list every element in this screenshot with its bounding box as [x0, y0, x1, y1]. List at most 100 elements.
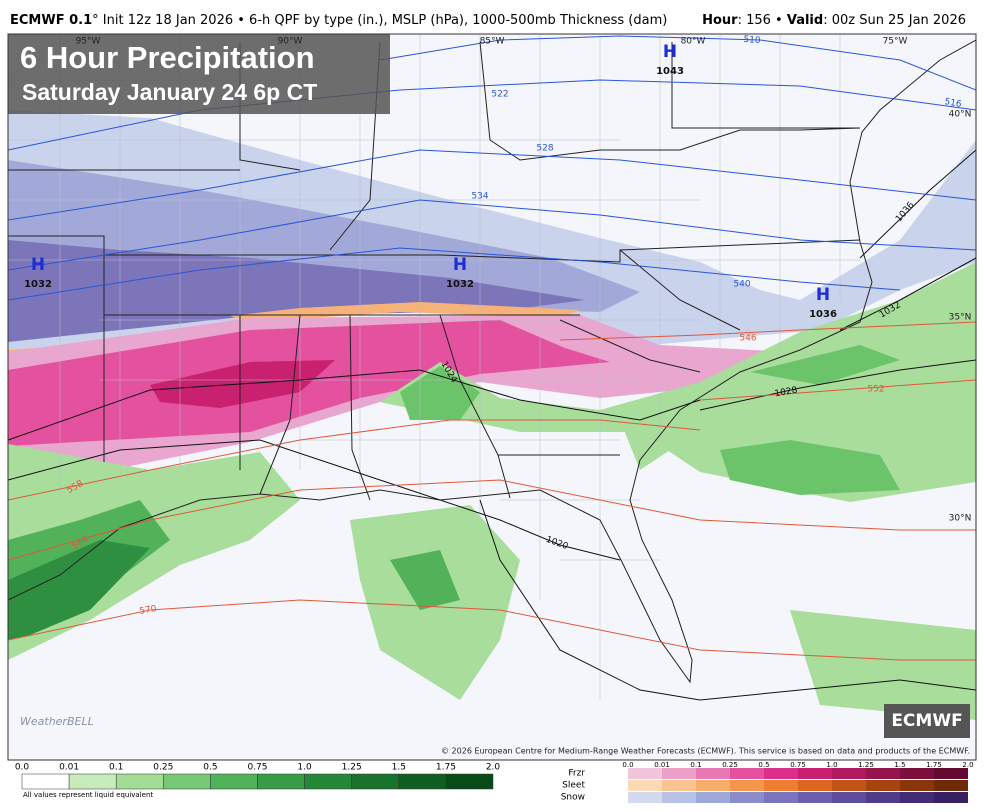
- hour-value: : 156 •: [738, 13, 787, 28]
- thickness-label: 570: [139, 604, 158, 617]
- rain-tick-label: 1.5: [392, 763, 406, 773]
- rain-swatch: [257, 773, 305, 790]
- ptype-swatch: [730, 792, 764, 803]
- weatherbell-logo: WeatherBELL: [20, 715, 94, 728]
- ptype-swatch: [866, 792, 900, 803]
- rain-tick-label: 0.0: [15, 763, 30, 773]
- rain-swatch: [445, 773, 494, 790]
- header-left: ECMWF 0.1° Init 12z 18 Jan 2026 • 6-h QP…: [10, 13, 667, 28]
- legend-note: All values represent liquid equivalent: [23, 791, 153, 799]
- ptype-swatch: [934, 768, 968, 779]
- latitude-label: 30°N: [949, 514, 972, 524]
- sleet: [8, 302, 580, 360]
- coastline: [8, 39, 976, 684]
- rain-tick-label: 0.01: [59, 763, 79, 773]
- mixed-tick-label: 0.25: [722, 761, 738, 769]
- thickness-label: 510: [743, 35, 761, 46]
- ptype-swatch: [798, 780, 832, 791]
- rain-tick-label: 2.0: [486, 763, 501, 773]
- rain-swatch: [163, 773, 211, 790]
- ecmwf-logo-box: [884, 704, 970, 738]
- rain-tick-label: 0.75: [247, 763, 267, 773]
- ptype-swatch: [900, 768, 934, 779]
- mixed-tick-label: 1.0: [826, 761, 837, 769]
- rain-tick-label: 0.5: [203, 763, 217, 773]
- thickness-label: 528: [536, 144, 553, 154]
- run-info: ° Init 12z 18 Jan 2026 • 6-h QPF by type…: [92, 13, 667, 28]
- title-box: [8, 34, 390, 114]
- ecmwf-logo: ECMWF: [891, 711, 962, 731]
- valid-value: : 00z Sun 25 Jan 2026: [823, 13, 966, 28]
- mixed-tick-label: 0.75: [790, 761, 806, 769]
- ptype-label: Snow: [561, 793, 585, 803]
- ptype-swatch: [662, 792, 696, 803]
- ptype-label: Sleet: [562, 781, 585, 791]
- header-right: Hour: 156 • Valid: 00z Sun 25 Jan 2026: [702, 13, 966, 28]
- ptype-swatch: [832, 792, 866, 803]
- longitude-label: 75°W: [883, 37, 908, 47]
- mixed-tick-label: 1.75: [926, 761, 942, 769]
- ptype-swatch: [764, 792, 798, 803]
- ptype-swatch: [696, 792, 730, 803]
- ptype-swatch: [696, 780, 730, 791]
- high-symbol: H: [453, 255, 467, 275]
- ptype-swatch: [662, 768, 696, 779]
- state-borders: [8, 41, 861, 501]
- ptype-swatch: [934, 780, 968, 791]
- map-area: 6 Hour Precipitation Saturday January 24…: [8, 34, 976, 760]
- rain-swatch: [304, 773, 352, 790]
- map-frame: [7, 33, 977, 761]
- ptype-swatch: [628, 792, 662, 803]
- mixed-tick-label: 1.5: [894, 761, 905, 769]
- map-title: 6 Hour Precipitation: [20, 40, 315, 75]
- high-symbol: H: [31, 255, 45, 275]
- mixed-tick-label: 0.0: [622, 761, 633, 769]
- isobars: [8, 149, 976, 701]
- latitude-label: 35°N: [949, 313, 972, 323]
- rain-heavy: [8, 500, 460, 620]
- ptype-swatch: [696, 768, 730, 779]
- mixed-tick-label: 2.0: [962, 761, 973, 769]
- ptype-swatch: [730, 780, 764, 791]
- rain-tick-label: 0.25: [153, 763, 173, 773]
- ptype-swatch: [866, 768, 900, 779]
- ptype-swatch: [628, 768, 662, 779]
- ptype-swatch: [764, 780, 798, 791]
- rain-swatch: [210, 773, 258, 790]
- high-pressure: 1032: [24, 279, 52, 290]
- ptype-swatch: [798, 768, 832, 779]
- thickness-label: 552: [867, 385, 884, 395]
- ptype-label: Frzr: [568, 769, 585, 779]
- hour-label: Hour: [702, 13, 738, 28]
- mixed-tick-label: 1.25: [858, 761, 874, 769]
- rain-very-heavy: [8, 540, 150, 640]
- valid-label: Valid: [787, 13, 823, 28]
- ptype-swatch: [730, 768, 764, 779]
- rain-swatch: [68, 773, 117, 790]
- mixed-tick-label: 0.1: [690, 761, 701, 769]
- map-subtitle: Saturday January 24 6p CT: [22, 79, 317, 105]
- ptype-swatch: [832, 780, 866, 791]
- thickness-warm: [8, 321, 976, 661]
- latitude-label: 40°N: [949, 110, 972, 120]
- thickness-label: 522: [491, 90, 508, 100]
- ptype-swatch: [662, 780, 696, 791]
- isobar-label: 1028: [774, 386, 799, 400]
- copyright: © 2026 European Centre for Medium-Range …: [441, 747, 970, 756]
- mixed-tick-label: 0.01: [654, 761, 670, 769]
- rain-swatch: [21, 773, 70, 790]
- rain-tick-label: 0.1: [109, 763, 123, 773]
- thickness-label: 540: [733, 280, 750, 290]
- ptype-swatch: [900, 780, 934, 791]
- longitude-label: 80°W: [681, 37, 706, 47]
- rain-light: [380, 262, 976, 502]
- rain-swatch: [351, 773, 400, 790]
- ptype-swatch: [900, 792, 934, 803]
- longitude-label: 95°W: [76, 37, 101, 47]
- ptype-swatch: [866, 780, 900, 791]
- ptype-swatch: [832, 768, 866, 779]
- high-symbol: H: [816, 285, 830, 305]
- high-pressure: 1043: [656, 66, 684, 77]
